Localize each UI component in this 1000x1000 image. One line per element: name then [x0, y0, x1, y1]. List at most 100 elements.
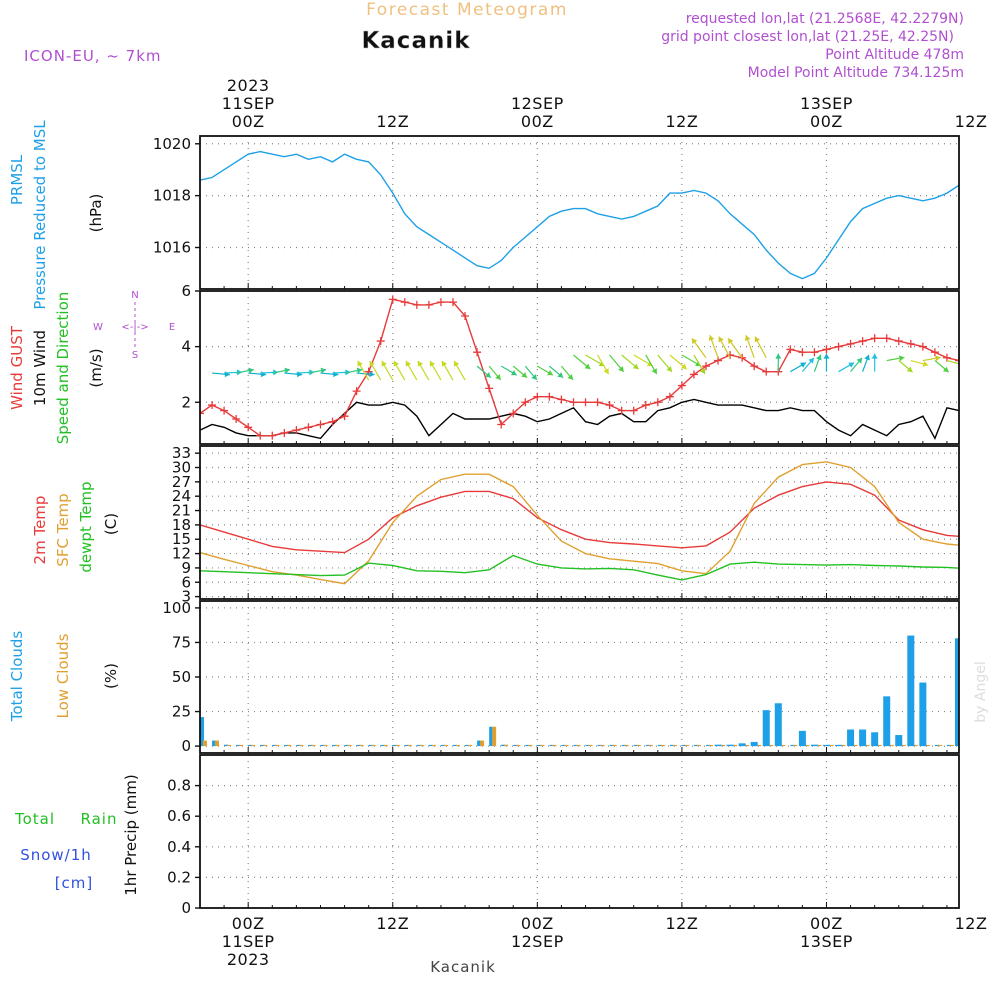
- cloud-bar: [889, 744, 894, 747]
- wind-arrow-head: [357, 360, 363, 367]
- y-tick-label: 12: [172, 545, 191, 563]
- cloud-bar: [513, 744, 518, 747]
- gust-marker: [918, 342, 927, 351]
- wind-arrow-head: [632, 363, 639, 370]
- cloud-bar: [573, 744, 578, 747]
- wind-arrow-head: [405, 360, 411, 367]
- wind-arrow-head: [871, 353, 878, 359]
- gust-marker: [340, 412, 349, 421]
- wind-arrow-head: [618, 366, 624, 372]
- cloud-bar: [501, 744, 506, 747]
- cloud-bar: [865, 744, 870, 747]
- cloud-bar: [877, 744, 882, 747]
- wind-arrow-head: [284, 367, 290, 374]
- cloud-bar: [404, 744, 409, 747]
- gust-marker: [689, 370, 698, 379]
- clouds-series: [200, 635, 959, 747]
- bottom-tick-label: 13SEP: [800, 932, 853, 951]
- wind-arrow-head: [651, 368, 657, 375]
- y-tick-label: 100: [162, 599, 191, 617]
- series-line-wind-gust: [200, 298, 959, 437]
- cloud-bar: [901, 744, 906, 747]
- cloud-bar: [480, 740, 485, 747]
- cloud-bar: [299, 744, 304, 747]
- cloud-bar: [440, 744, 445, 747]
- panel-clouds: 0 25 50 75 100 Total Clouds Low Clouds (%): [8, 599, 960, 755]
- wind-arrow-head: [567, 374, 573, 380]
- gust-marker: [810, 348, 819, 357]
- top-tick-label: 2023: [227, 76, 270, 95]
- wind-arrow-head: [531, 374, 537, 380]
- panel-wind: 2 4 6 Wind GUST 10m Wind Speed and Direction (…: [8, 282, 960, 445]
- cloud-bar: [769, 744, 774, 747]
- y-tick-label: 33: [172, 444, 191, 462]
- cloud-bar: [561, 744, 566, 747]
- gust-marker: [906, 339, 915, 348]
- panel-frame: [199, 600, 960, 754]
- footer-station: Kacanik: [430, 958, 496, 976]
- cloud-bar: [817, 744, 822, 747]
- gust-marker: [641, 401, 650, 410]
- wind-arrow-head: [453, 360, 460, 367]
- gust-marker: [316, 420, 325, 429]
- wind-arrow-head: [521, 372, 528, 378]
- cloud-bar: [847, 729, 855, 747]
- cloud-bar: [552, 744, 557, 747]
- cloud-bar: [822, 744, 830, 747]
- gust-marker: [545, 392, 554, 401]
- gust-marker: [569, 398, 578, 407]
- cloud-bar: [443, 744, 448, 747]
- gust-marker: [521, 398, 530, 407]
- gust-marker: [280, 428, 289, 437]
- cloud-bar: [895, 735, 903, 747]
- cloud-bar: [709, 744, 713, 747]
- cloud-bar: [726, 744, 734, 747]
- top-tick-label: 11SEP: [222, 94, 275, 113]
- cloud-bar: [597, 744, 602, 747]
- cloud-bar: [925, 744, 930, 747]
- wind-arrow-head: [922, 361, 929, 367]
- cloud-bar: [669, 744, 674, 747]
- cloud-bar: [798, 730, 806, 747]
- cloud-bar: [621, 744, 626, 747]
- model-label: ICON-EU, ~ 7km: [24, 47, 162, 65]
- cloud-bar: [468, 744, 473, 747]
- y-tick-label: 21: [172, 502, 191, 520]
- y-tick-label: 0.6: [167, 807, 191, 825]
- wind-arrow-head: [699, 368, 706, 375]
- cloud-bar: [609, 744, 614, 747]
- y-tick-label: 75: [172, 633, 191, 651]
- wind-arrow-head: [680, 363, 687, 370]
- bottom-tick-label: 00Z: [232, 914, 265, 933]
- cloud-bar: [774, 703, 782, 747]
- gust-marker: [449, 298, 457, 307]
- cloud-bar: [453, 744, 457, 747]
- cloud-bar: [549, 744, 554, 747]
- panels: 1016 1018 1020 PRMSL Pressure Reduced to MSL…: [8, 120, 960, 917]
- cloud-bar: [311, 744, 316, 747]
- cloud-bar: [456, 744, 460, 747]
- compass-rose: NW ES<-|->: [93, 290, 175, 361]
- panel-label: (hPa): [87, 194, 105, 233]
- wind-arrow-head: [823, 353, 830, 359]
- wind-arrow-head: [297, 371, 303, 378]
- y-tick-label: 0: [181, 737, 191, 755]
- wind-arrow-head: [718, 336, 724, 343]
- cloud-bar: [645, 744, 650, 747]
- bottom-tick-label: 12Z: [955, 914, 988, 933]
- gust-marker: [593, 398, 602, 407]
- cloud-bar: [871, 732, 879, 747]
- gust-marker: [244, 423, 253, 432]
- y-tick-label: 25: [172, 703, 191, 721]
- cloud-bar: [693, 744, 698, 747]
- series-line-sfc-temp: [200, 461, 959, 585]
- wind-arrow-head: [429, 360, 436, 367]
- wind-arrow-head: [356, 367, 363, 374]
- wind-arrow-head: [754, 336, 760, 343]
- bottom-tick-label: 12Z: [376, 914, 409, 933]
- cloud-bar: [810, 744, 818, 747]
- bottom-tick-label: 12SEP: [511, 932, 564, 951]
- bottom-tick-label: 00Z: [521, 914, 554, 933]
- top-tick-label: 12Z: [955, 112, 988, 131]
- wind-arrow-head: [728, 338, 734, 345]
